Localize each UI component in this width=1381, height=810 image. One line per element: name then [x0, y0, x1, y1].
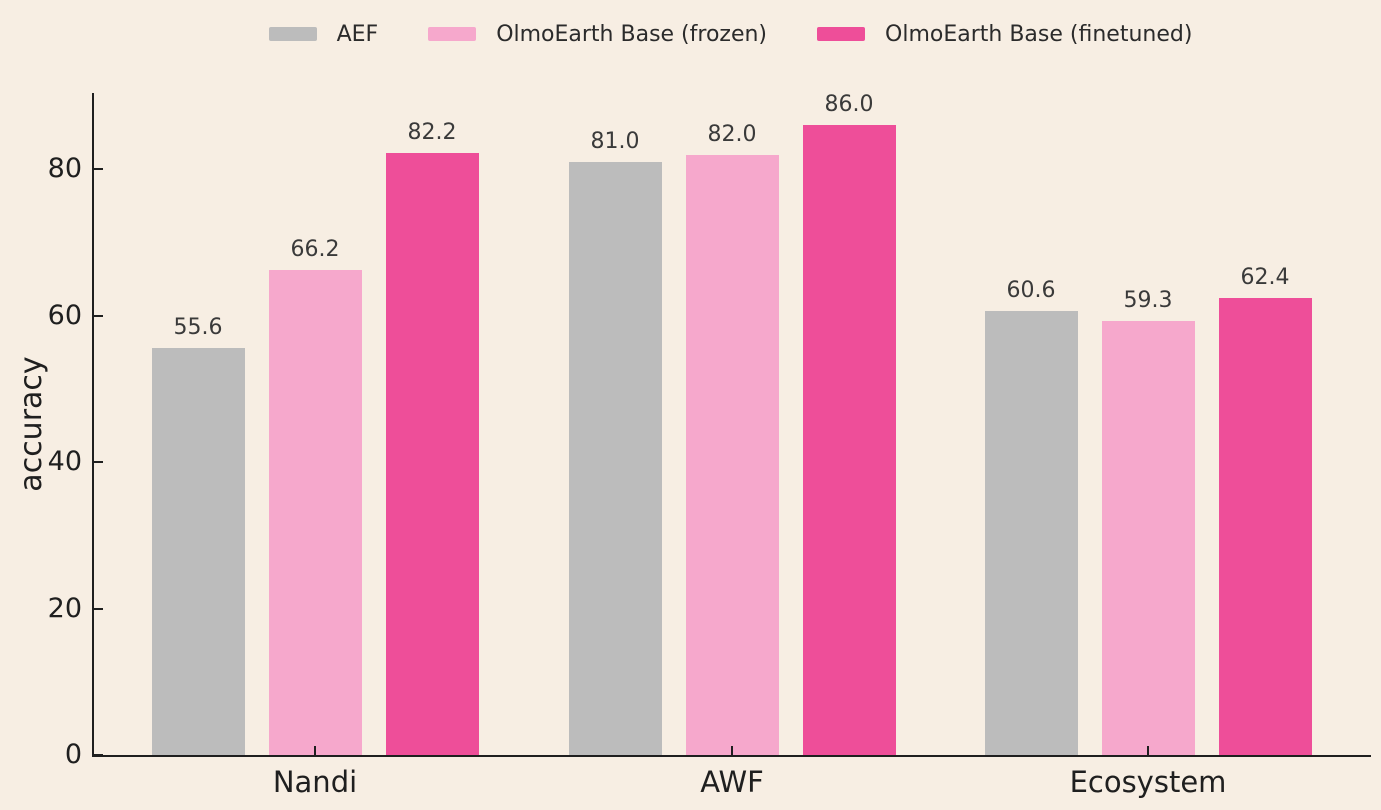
y-tick-label: 0	[64, 739, 82, 770]
legend-label: OlmoEarth Base (frozen)	[496, 21, 768, 47]
bar-ecosystem-1	[984, 311, 1078, 755]
legend-swatch	[817, 27, 866, 41]
bar-ecosystem-3	[1218, 298, 1312, 755]
y-tick-label: 40	[47, 446, 82, 478]
bar-value-label: 82.0	[707, 121, 757, 147]
y-tick-label: 20	[47, 592, 82, 624]
y-tick-mark	[94, 607, 103, 610]
legend-label: OlmoEarth Base (finetuned)	[885, 21, 1193, 47]
bar-value-label: 62.4	[1240, 265, 1290, 291]
y-tick-mark	[94, 754, 103, 756]
bar-value-label: 59.3	[1123, 287, 1173, 313]
legend-item: OlmoEarth Base (frozen)	[428, 22, 767, 47]
legend: AEF OlmoEarth Base (frozen) OlmoEarth Base…	[92, 12, 1369, 56]
x-category-label: Ecosystem	[1069, 765, 1227, 799]
bar-value-label: 60.6	[1006, 278, 1056, 304]
bar-value-label: 82.2	[407, 120, 457, 146]
bar-awf-3	[802, 125, 896, 755]
plot-area: 0 20 40 60 80 55.6 66.2 82.2 Nandi 81.0 82.0 86.0 AW…	[48, 92, 1371, 799]
legend-label: AEF	[336, 21, 379, 47]
legend-item: AEF	[268, 21, 379, 47]
bar-value-label: 66.2	[290, 237, 340, 263]
bar-value-label: 55.6	[173, 314, 223, 340]
bar-ecosystem-2	[1101, 320, 1195, 755]
x-category-label: Nandi	[272, 765, 358, 799]
y-tick-label: 60	[47, 299, 82, 331]
legend-swatch	[428, 27, 477, 41]
x-category-label: AWF	[700, 765, 764, 799]
x-tick-mark	[314, 746, 316, 755]
bar-value-label: 81.0	[590, 128, 640, 154]
bar-nandi-1	[151, 347, 245, 755]
y-tick-mark	[94, 314, 103, 317]
bar-nandi-2	[268, 270, 362, 755]
legend-item: OlmoEarth Base (finetuned)	[817, 22, 1192, 47]
y-tick-label: 80	[47, 153, 82, 185]
y-tick-mark	[94, 168, 103, 171]
bar-value-label: 86.0	[824, 92, 874, 118]
x-tick-mark	[1147, 746, 1149, 755]
bar-awf-1	[568, 161, 662, 755]
x-tick-mark	[731, 746, 733, 755]
bar-awf-2	[685, 154, 779, 755]
y-axis-label: accuracy	[14, 356, 49, 492]
y-tick-mark	[94, 461, 103, 464]
bar-nandi-3	[385, 153, 479, 755]
legend-swatch	[268, 27, 317, 41]
